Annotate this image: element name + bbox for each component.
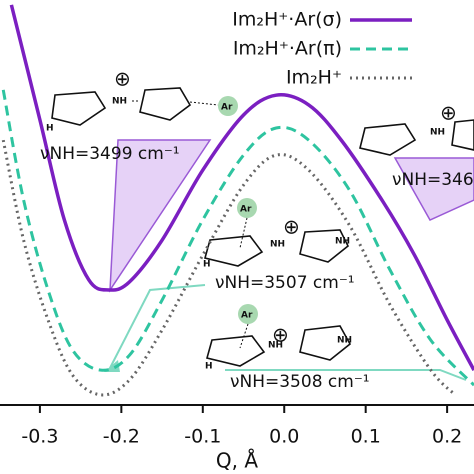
annotation: νNH=3508 cm⁻¹: [230, 372, 370, 392]
charge: ⊕: [114, 67, 131, 91]
molecule: Ar NH H ⊕ NH: [205, 304, 352, 372]
x-tick-label: -0.1: [184, 426, 221, 448]
charge: ⊕: [272, 323, 289, 347]
arrow-sigma: [109, 139, 212, 293]
x-tick-label: 0.2: [432, 426, 462, 448]
series-line: [1, 89, 474, 387]
atom-label: NH: [337, 336, 352, 346]
series-line: [1, 139, 457, 397]
atom-label: Ar: [241, 311, 253, 321]
atom-label: H: [203, 260, 211, 270]
arrow-right: [393, 157, 474, 221]
atom-label: NH: [112, 97, 127, 107]
legend-label: Im₂H⁺: [286, 67, 342, 89]
x-tick-label: -0.3: [21, 426, 58, 448]
atom-label: NH: [270, 240, 285, 250]
charge: ⊕: [283, 215, 300, 239]
atom-label: H: [205, 362, 213, 372]
atom-label: NH: [268, 341, 283, 351]
x-tick-label: 0.0: [269, 426, 299, 448]
series-line: [9, 4, 474, 371]
atom-label: H: [46, 124, 54, 134]
x-axis-label: Q, Å: [216, 449, 258, 473]
legend-label: Im₂H⁺·Ar(π): [233, 38, 342, 60]
x-tick-label: -0.2: [103, 426, 140, 448]
atom-label: NH: [335, 237, 350, 247]
molecule: Ar NH H ⊕ NH: [203, 198, 350, 270]
charge: ⊕: [440, 101, 457, 125]
legend-label: Im₂H⁺·Ar(σ): [232, 9, 342, 31]
molecule: NH H Ar ⊕: [46, 67, 238, 134]
molecule: NH ⊕: [359, 101, 474, 156]
atom-label: Ar: [240, 205, 252, 215]
x-tick-label: 0.1: [351, 426, 381, 448]
atom-label: Ar: [221, 103, 233, 113]
annotation: νNH=3499 cm⁻¹: [40, 144, 180, 164]
atom-label: NH: [430, 128, 445, 138]
annotation: νNH=3507 cm⁻¹: [215, 273, 355, 293]
arrow-pi: [109, 284, 206, 369]
arrow-bare: [225, 369, 467, 381]
annotation: νNH=3468: [392, 170, 474, 190]
